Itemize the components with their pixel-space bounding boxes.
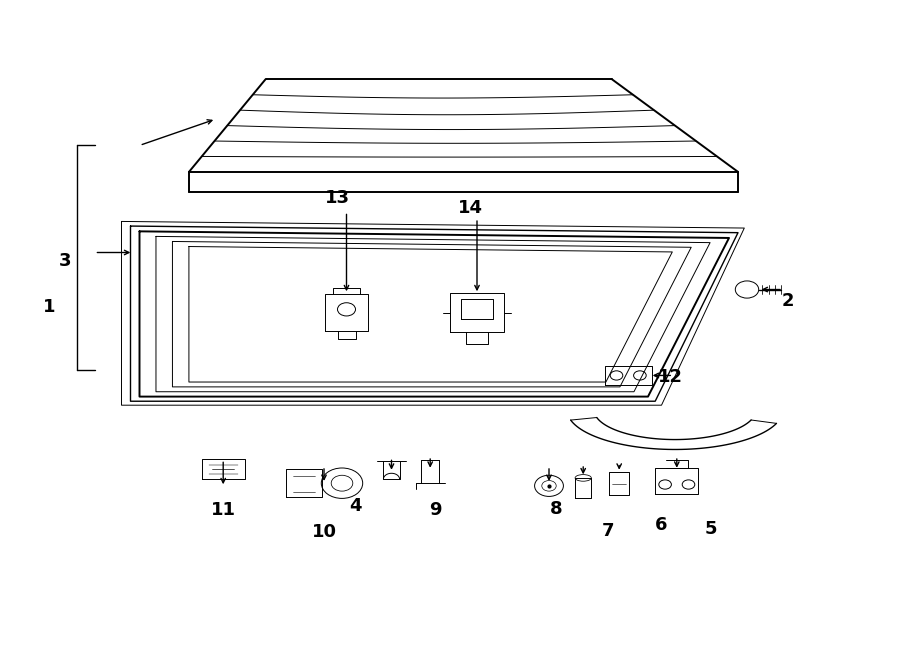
- Text: 7: 7: [602, 522, 615, 540]
- Text: 14: 14: [458, 199, 483, 217]
- Text: 8: 8: [550, 500, 562, 518]
- Text: 10: 10: [311, 523, 337, 541]
- Text: 2: 2: [781, 292, 794, 310]
- Text: 6: 6: [655, 516, 668, 535]
- Text: 9: 9: [429, 501, 442, 520]
- Text: 5: 5: [705, 520, 717, 538]
- Text: 4: 4: [349, 496, 362, 515]
- Text: 11: 11: [211, 501, 236, 520]
- Text: 13: 13: [325, 189, 350, 208]
- Text: 12: 12: [658, 368, 683, 386]
- Text: 3: 3: [58, 252, 71, 270]
- Text: 1: 1: [43, 298, 56, 317]
